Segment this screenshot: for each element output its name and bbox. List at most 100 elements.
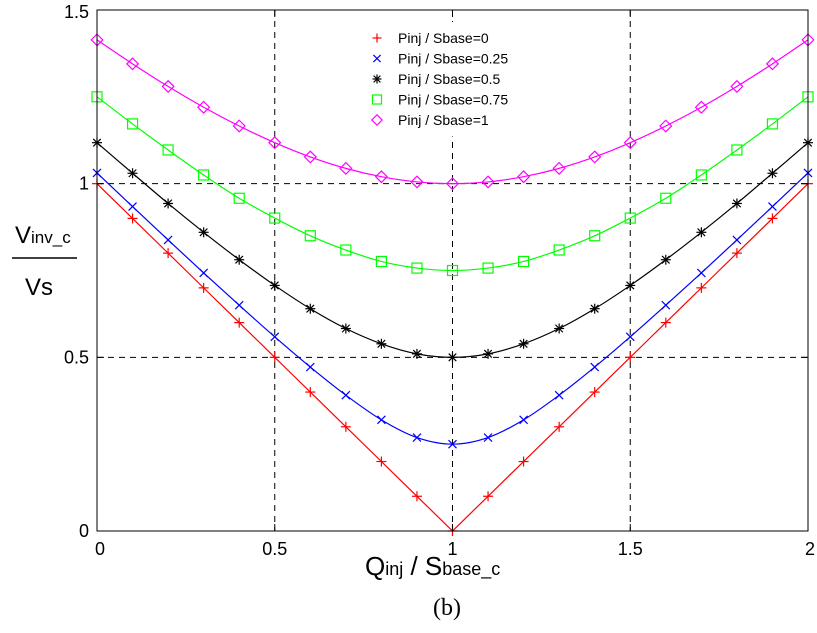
data-point [161, 79, 175, 94]
data-point [305, 387, 316, 398]
data-point [410, 175, 424, 189]
data-point [303, 150, 317, 164]
data-point [372, 74, 382, 84]
y-tick-label: 1 [79, 174, 89, 194]
data-point [372, 33, 382, 43]
data-point [376, 456, 387, 467]
data-point [126, 118, 139, 130]
data-point [340, 323, 351, 334]
y-tick-label: 0 [79, 521, 89, 541]
x-tick-label: 0 [95, 539, 105, 559]
data-point [589, 303, 600, 314]
data-point [659, 119, 673, 133]
series-line [96, 96, 809, 272]
data-point [518, 456, 529, 467]
legend-label: Pinj / Sbase=1 [398, 112, 489, 128]
data-point [340, 244, 352, 256]
data-point [445, 177, 460, 191]
data-point [197, 100, 211, 114]
data-point [339, 161, 353, 175]
legend-entry: Pinj / Sbase=0.75 [371, 92, 508, 108]
data-point [483, 348, 494, 359]
legend-label: Pinj / Sbase=0.75 [398, 92, 508, 108]
data-point [127, 168, 138, 179]
axis-ticks: 0 0.5 1 1.5 2 0 0.5 1 1.5 [64, 2, 815, 559]
data-point [660, 192, 672, 204]
series [92, 168, 813, 449]
data-point [660, 317, 671, 328]
data-point [661, 300, 671, 310]
y-axis-label: Vinv_c Vs [12, 222, 77, 301]
legend-label: Pinj / Sbase=0.25 [398, 51, 508, 67]
data-point [198, 282, 209, 293]
data-point [590, 362, 600, 372]
data-point [411, 348, 422, 359]
data-point [767, 168, 778, 179]
data-point [481, 175, 495, 189]
data-point [375, 255, 387, 268]
series [92, 137, 813, 363]
data-point [588, 150, 602, 164]
data-point [374, 170, 388, 184]
data-point [376, 415, 386, 425]
data-point [341, 390, 351, 400]
data-point [233, 192, 245, 204]
data-point [411, 491, 422, 502]
data-point [730, 79, 744, 94]
data-point [767, 213, 778, 224]
data-point [625, 332, 635, 342]
data-point [370, 113, 384, 127]
data-point [128, 202, 137, 212]
data-point [483, 491, 494, 502]
data-point [163, 235, 173, 245]
data-point [589, 387, 600, 398]
data-point [127, 213, 138, 224]
data-point [269, 352, 280, 363]
data-point [412, 433, 422, 442]
data-point [125, 57, 140, 71]
legend-entry: Pinj / Sbase=0.25 [372, 51, 508, 67]
data-point [696, 268, 706, 278]
data-point [446, 264, 459, 277]
x-axis-label: Qinj / Sbase_c [365, 551, 500, 581]
data-point [554, 390, 564, 400]
data-point [732, 235, 742, 245]
data-point [660, 254, 671, 265]
data-point [163, 248, 174, 259]
data-point [371, 94, 383, 105]
series [90, 33, 815, 191]
data-point [269, 280, 280, 291]
data-point [694, 100, 708, 114]
data-point [695, 169, 707, 181]
data-point [483, 433, 493, 442]
data-point [268, 136, 282, 150]
y-label-denominator: Vs [25, 274, 53, 301]
data-point [448, 439, 457, 449]
data-point [625, 352, 636, 363]
data-point [623, 136, 637, 150]
data-point [731, 198, 742, 209]
data-point [234, 317, 245, 328]
data-point [765, 57, 780, 71]
data-point [163, 198, 174, 209]
data-point [199, 268, 209, 278]
data-point [198, 169, 210, 181]
data-point [340, 421, 351, 432]
data-point [270, 332, 280, 342]
data-point [518, 338, 529, 349]
x-tick-label: 1.5 [618, 539, 643, 559]
data-point [696, 282, 707, 293]
data-point [482, 262, 494, 274]
data-point [625, 280, 636, 291]
legend-label: Pinj / Sbase=0.5 [398, 71, 501, 87]
data-point [234, 300, 244, 310]
data-point [696, 227, 707, 238]
data-point [589, 230, 601, 242]
data-point [517, 170, 531, 184]
legend: Pinj / Sbase=0 Pinj / Sbase=0.25 Pinj / Sb… [345, 22, 562, 137]
data-point [731, 248, 742, 259]
data-point [376, 338, 387, 349]
data-point [624, 212, 636, 224]
data-point [766, 118, 779, 130]
series-line [96, 39, 809, 185]
